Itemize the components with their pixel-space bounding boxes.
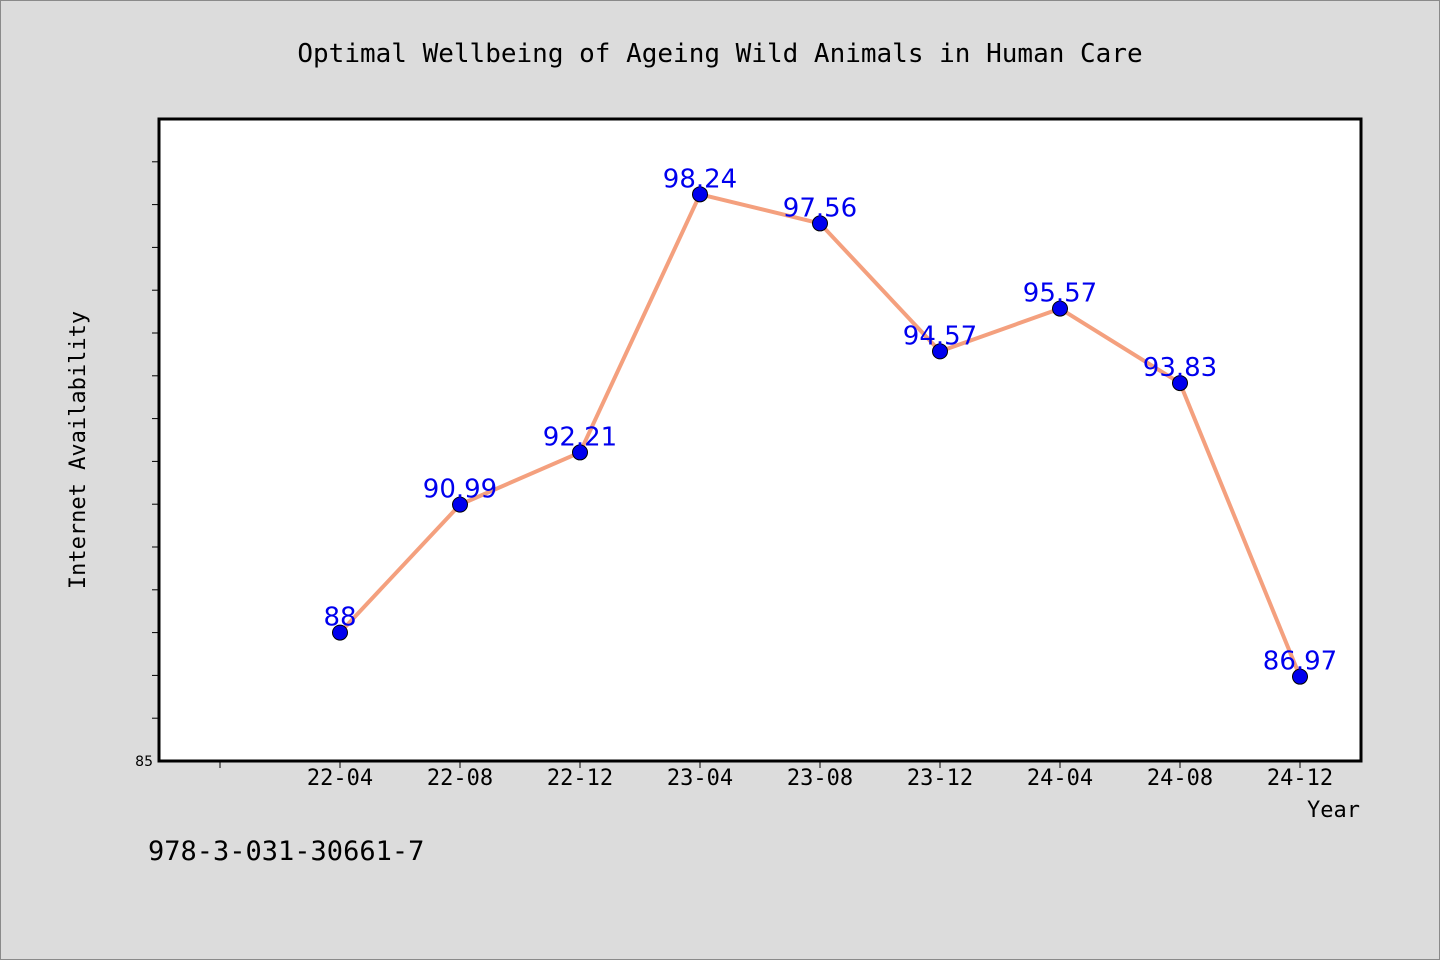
x-tick-label: 23-04 [667,766,733,791]
x-tick-label: 24-04 [1027,766,1093,791]
data-point [572,444,588,461]
plot-area [157,117,1363,763]
series-group: 88 90.99 92.21 98.24 97.56 94.57 95.57 93.83 86.… [323,164,1337,685]
data-label: 94.57 [903,321,977,351]
data-point [1172,375,1188,392]
data-label: 92.21 [543,422,617,452]
chart-title: Optimal Wellbeing of Ageing Wild Animals… [297,39,1142,69]
data-point [932,343,948,360]
x-tick-label: 23-08 [787,766,853,791]
data-label: 86.97 [1263,647,1337,677]
data-label: 90.99 [423,475,497,505]
x-tick-label: 23-12 [907,766,973,791]
data-point [812,215,828,232]
x-tick-label: 22-04 [307,766,373,791]
data-label: 98.24 [663,164,737,194]
data-label: 95.57 [1023,279,1097,309]
data-point [452,496,468,513]
data-label: 88 [323,603,356,633]
y-tick-label: 85 [135,754,153,770]
x-axis-label: Year [1307,798,1360,823]
x-tick-label: 22-08 [427,766,493,791]
data-label: 93.83 [1143,353,1217,383]
data-point [1052,300,1068,317]
isbn-footnote: 978-3-031-30661-7 [148,836,425,867]
data-point [1292,668,1308,685]
data-label: 97.56 [783,193,857,223]
data-point [332,624,348,641]
x-tick-label: 24-08 [1147,766,1213,791]
y-axis-ticks [152,161,159,719]
x-tick-label: 24-12 [1267,766,1333,791]
data-point [692,186,708,203]
y-axis-label: Internet Availability [66,311,91,589]
x-axis-ticks: 22-04 22-08 22-12 23-04 23-08 23-12 24-04 24-08… [219,761,1333,791]
x-tick-label: 22-12 [547,766,613,791]
